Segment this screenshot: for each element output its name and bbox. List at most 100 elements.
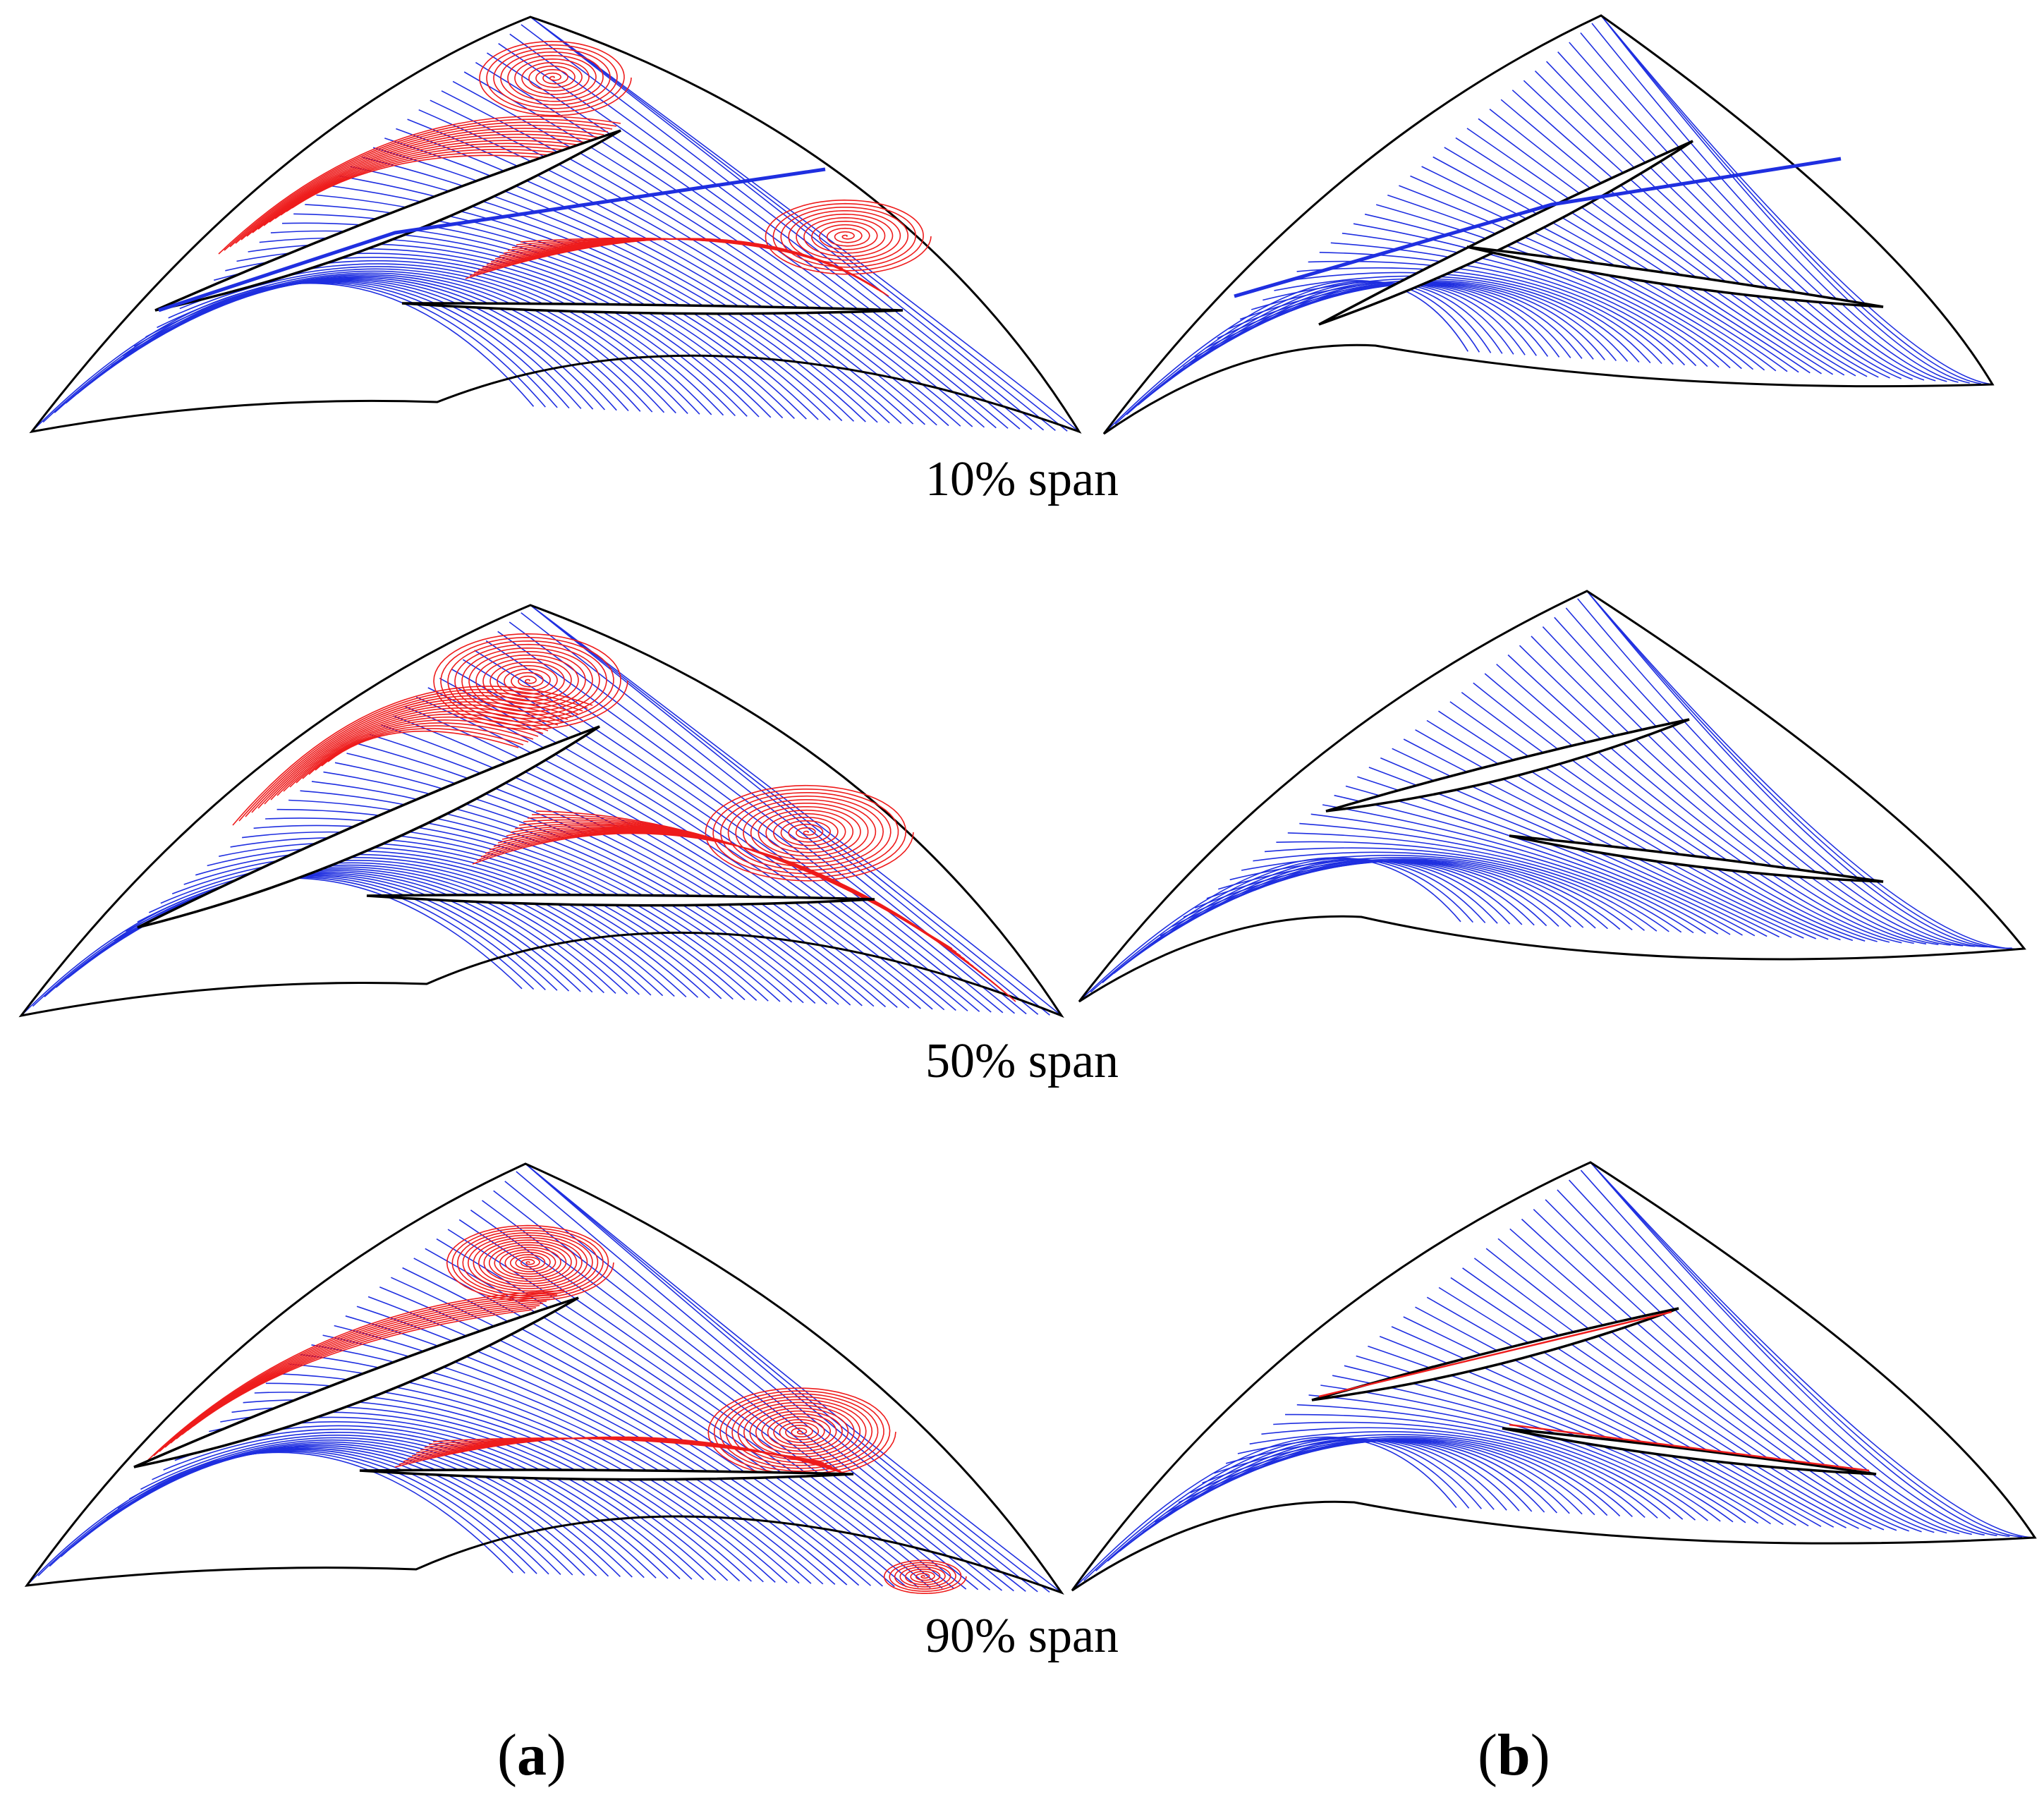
streamline bbox=[1148, 282, 1514, 396]
separated-streamline bbox=[198, 1309, 533, 1423]
separated-streamline bbox=[224, 118, 617, 251]
streamline bbox=[521, 612, 1027, 1015]
streamline bbox=[253, 825, 758, 1001]
streamline bbox=[1450, 1277, 1859, 1529]
streamline bbox=[1531, 635, 1939, 945]
streamline bbox=[1095, 1437, 1483, 1571]
streamline bbox=[1586, 590, 2000, 949]
streamline bbox=[1426, 719, 1829, 940]
streamline bbox=[163, 1432, 657, 1578]
streamline bbox=[122, 275, 629, 412]
panel-b-50-span bbox=[1078, 590, 2026, 1003]
streamline bbox=[1190, 1439, 1583, 1515]
streamline bbox=[111, 276, 617, 411]
separated-streamline bbox=[170, 1298, 551, 1444]
streamline bbox=[1308, 1394, 1708, 1521]
separated-streamline bbox=[493, 829, 995, 985]
streamline bbox=[498, 43, 1021, 430]
streamline bbox=[384, 138, 902, 424]
streamline bbox=[1426, 1296, 1835, 1528]
streamline bbox=[441, 90, 961, 427]
streamline bbox=[1253, 851, 1645, 931]
streamline bbox=[323, 771, 827, 1004]
streamline bbox=[1239, 281, 1605, 360]
streamline bbox=[1557, 51, 1925, 381]
streamline bbox=[346, 753, 851, 1006]
streamline bbox=[1357, 776, 1756, 937]
streamline bbox=[288, 799, 793, 1003]
streamline bbox=[402, 1267, 907, 1588]
streamline bbox=[1287, 832, 1682, 933]
recirculation-vortex bbox=[707, 1387, 896, 1478]
wake-line bbox=[158, 167, 826, 312]
blade-profile bbox=[133, 1296, 579, 1468]
streamline bbox=[525, 1163, 1062, 1593]
streamline bbox=[1284, 1413, 1684, 1520]
streamline bbox=[1473, 1258, 1885, 1531]
streamline bbox=[241, 831, 746, 1001]
streamline bbox=[379, 1286, 883, 1587]
streamline bbox=[265, 817, 769, 1002]
streamline bbox=[1580, 32, 1947, 382]
blade-profile bbox=[1318, 140, 1693, 326]
streamline bbox=[334, 762, 839, 1005]
streamline bbox=[1497, 1238, 1909, 1532]
streamline bbox=[1195, 860, 1584, 928]
streamline bbox=[393, 715, 898, 1009]
streamline bbox=[1090, 858, 1474, 993]
streamline bbox=[463, 71, 985, 428]
streamline bbox=[358, 743, 863, 1006]
streamline bbox=[1113, 859, 1498, 974]
streamline bbox=[54, 281, 558, 413]
streamline bbox=[1202, 1438, 1595, 1516]
separated-streamline bbox=[147, 1290, 565, 1461]
blade-profile bbox=[1509, 834, 1884, 883]
separated-streamline bbox=[153, 1292, 561, 1456]
streamline bbox=[1600, 15, 1970, 384]
streamline bbox=[322, 1334, 824, 1585]
streamline bbox=[1421, 166, 1788, 372]
streamline bbox=[458, 1219, 967, 1590]
streamline bbox=[183, 853, 687, 997]
streamline bbox=[311, 781, 816, 1004]
streamline bbox=[195, 850, 699, 998]
streamline bbox=[1410, 175, 1777, 372]
streamline bbox=[1310, 813, 1706, 935]
streamline bbox=[334, 1325, 836, 1585]
streamline bbox=[1546, 61, 1914, 380]
streamline bbox=[171, 857, 675, 997]
streamline bbox=[1217, 283, 1583, 359]
streamline bbox=[1557, 1189, 1972, 1535]
streamline bbox=[1545, 1199, 1960, 1535]
streamline bbox=[1214, 1437, 1608, 1516]
blade-profile bbox=[401, 302, 904, 315]
streamline bbox=[1590, 1162, 2010, 1537]
streamline bbox=[1071, 1436, 1457, 1591]
streamline bbox=[1600, 15, 1993, 385]
streamline bbox=[396, 128, 914, 425]
streamline bbox=[1264, 847, 1657, 932]
streamline bbox=[1308, 260, 1674, 365]
streamline bbox=[83, 1446, 573, 1576]
separated-streamline bbox=[280, 149, 575, 216]
streamline bbox=[106, 1443, 597, 1576]
recirculation-vortex bbox=[765, 199, 932, 275]
streamline bbox=[407, 118, 925, 425]
streamline bbox=[67, 874, 570, 992]
streamline bbox=[1586, 590, 2012, 949]
panel-a-50-span bbox=[18, 604, 1064, 1018]
streamline bbox=[1274, 275, 1640, 363]
recirculation-vortex bbox=[446, 1224, 614, 1301]
streamline bbox=[1322, 804, 1719, 935]
domain-outline bbox=[18, 604, 1064, 1018]
streamline bbox=[1449, 701, 1854, 942]
streamline bbox=[1103, 279, 1468, 434]
domain-outline bbox=[24, 1162, 1064, 1595]
blade-profile bbox=[137, 725, 600, 929]
streamline bbox=[1375, 204, 1742, 370]
streamline bbox=[356, 1306, 860, 1586]
blade-profile bbox=[1325, 718, 1690, 813]
separated-streamline bbox=[159, 1294, 558, 1452]
separated-streamline bbox=[229, 121, 613, 248]
separated-streamline bbox=[269, 142, 583, 223]
